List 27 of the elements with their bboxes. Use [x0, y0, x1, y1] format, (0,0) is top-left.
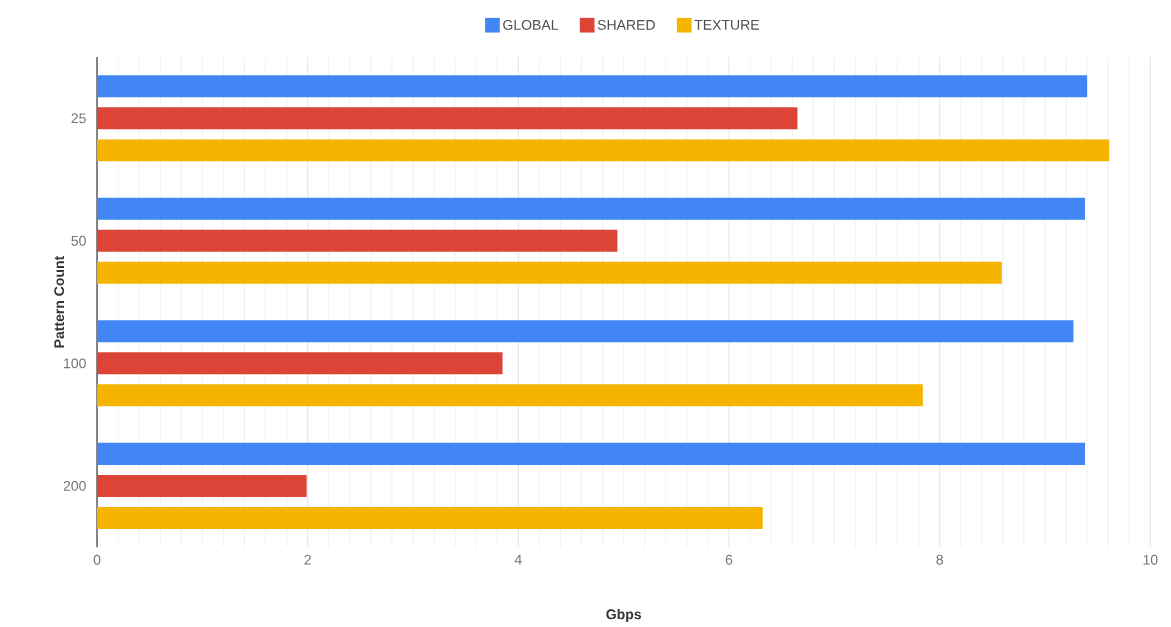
x-tick-label: 4 — [514, 554, 522, 565]
x-tick-label: 8 — [936, 554, 943, 565]
bar — [97, 229, 618, 252]
legend-label: SHARED — [597, 20, 655, 31]
x-tick-label: 0 — [93, 554, 101, 565]
bar — [97, 507, 763, 530]
bar — [97, 475, 307, 498]
y-tick-label: 200 — [63, 481, 86, 492]
bar — [97, 261, 1002, 284]
y-tick-label: 50 — [71, 236, 86, 246]
bar — [97, 139, 1110, 162]
legend-label: GLOBAL — [503, 20, 559, 31]
bar — [97, 320, 1074, 343]
bar — [97, 107, 798, 130]
bar — [97, 75, 1088, 98]
x-tick-label: 10 — [1143, 554, 1158, 565]
bar — [97, 352, 503, 375]
y-tick-label: 25 — [71, 113, 86, 124]
legend-label: TEXTURE — [694, 20, 759, 30]
y-axis-title: Pattern Count — [54, 256, 65, 348]
x-tick-label: 2 — [304, 554, 311, 565]
bar — [97, 443, 1086, 466]
bar — [97, 197, 1086, 220]
x-tick-label: 6 — [725, 554, 733, 565]
bar — [97, 384, 923, 407]
x-axis-title: Gbps — [606, 609, 642, 623]
y-tick-label: 100 — [64, 358, 86, 369]
